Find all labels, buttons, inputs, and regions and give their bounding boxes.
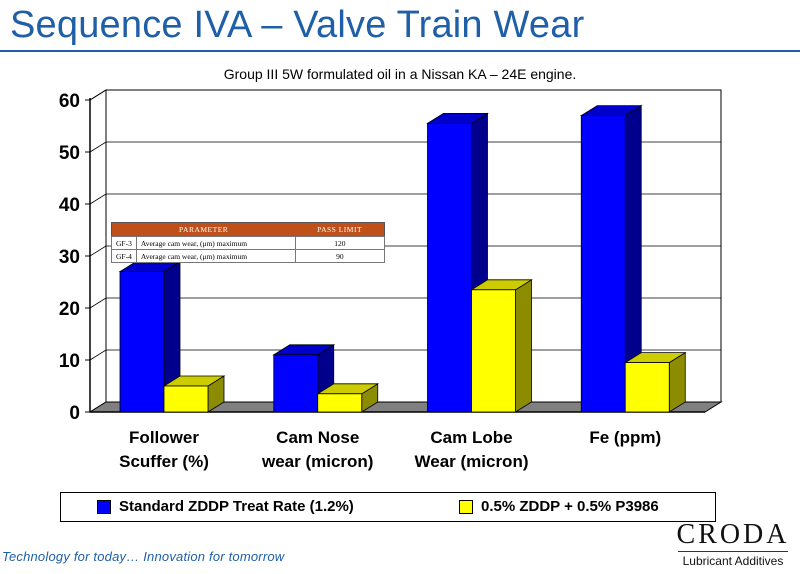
table-cell-limit: 90 — [294, 249, 385, 263]
bar-front-face — [580, 115, 626, 413]
logo-divider — [678, 551, 788, 552]
chart-legend: Standard ZDDP Treat Rate (1.2%) 0.5% ZDD… — [60, 492, 716, 522]
logo-wordmark: CRODA — [676, 519, 790, 550]
x-tick-label: Cam Nose — [276, 428, 359, 447]
gridline — [89, 193, 721, 205]
y-tick-label: 50 — [59, 143, 80, 164]
y-tick-label: 60 — [59, 91, 80, 112]
bar-front-face — [273, 354, 319, 413]
bar-front-face — [163, 385, 209, 413]
bar-standard-zddp — [579, 104, 643, 413]
table-header-pass-limit: PASS LIMIT — [295, 222, 385, 237]
pass-limit-table: PARAMETER PASS LIMIT GF-3 Average cam we… — [111, 222, 385, 263]
legend-swatch-yellow — [459, 499, 473, 514]
croda-logo: CRODA Lubricant Additives — [672, 520, 794, 568]
chart-subtitle: Group III 5W formulated oil in a Nissan … — [223, 66, 577, 82]
bar-reduced-zddp — [316, 383, 380, 413]
legend-label: Standard ZDDP Treat Rate (1.2%) — [119, 498, 354, 515]
bar-front-face — [427, 123, 472, 413]
x-tick-label: Scuffer (%) — [119, 452, 209, 471]
bar-reduced-zddp — [623, 351, 687, 413]
legend-label: 0.5% ZDDP + 0.5% P3986 — [481, 498, 659, 515]
bar-standard-zddp — [272, 344, 336, 413]
gridline — [89, 245, 721, 257]
y-tick-label: 30 — [59, 247, 80, 268]
logo-subtitle: Lubricant Additives — [682, 554, 784, 568]
x-tick-label: Cam Lobe — [430, 428, 512, 447]
x-tick-label: Follower — [129, 428, 199, 447]
legend-item-standard-zddp: Standard ZDDP Treat Rate (1.2%) — [97, 498, 354, 515]
title-divider — [0, 50, 800, 52]
y-tick-label: 10 — [59, 351, 80, 372]
table-cell-parameter: Average cam wear, (μm) maximum — [135, 249, 296, 263]
legend-swatch-blue — [97, 499, 111, 514]
y-tick-label: 0 — [69, 403, 80, 424]
slide-title: Sequence IVA – Valve Train Wear — [10, 4, 585, 46]
bar-front-face — [119, 271, 165, 413]
table-cell-grade: GF-4 — [111, 249, 137, 263]
bar-reduced-zddp — [470, 279, 533, 413]
x-tick-label: Fe (ppm) — [589, 428, 661, 447]
bar-standard-zddp — [118, 260, 182, 413]
bar-front-face — [317, 393, 363, 413]
legend-item-reduced-zddp: 0.5% ZDDP + 0.5% P3986 — [459, 498, 659, 515]
gridline — [89, 89, 721, 101]
footer-tagline: Technology for today… Innovation for tom… — [2, 549, 285, 564]
bar-chart: 0 10 20 30 40 50 60 Follower Scuffer (%) Cam Nose… — [59, 89, 723, 471]
table-row: GF-3 Average cam wear, (μm) maximum 120 — [111, 236, 385, 250]
table-cell-limit: 120 — [294, 236, 385, 250]
bar-reduced-zddp — [162, 375, 226, 413]
table-cell-grade: GF-3 — [111, 236, 137, 250]
table-header-parameter: PARAMETER — [111, 222, 296, 237]
table-cell-parameter: Average cam wear, (μm) maximum — [135, 236, 296, 250]
bar-side-face — [515, 279, 532, 413]
x-tick-label: Wear (micron) — [415, 452, 529, 471]
gridline — [89, 141, 721, 153]
y-tick-label: 20 — [59, 299, 80, 320]
table-row: GF-4 Average cam wear, (μm) maximum 90 — [111, 249, 385, 263]
y-tick-label: 40 — [59, 195, 80, 216]
x-tick-label: wear (micron) — [261, 452, 373, 471]
bar-front-face — [624, 362, 670, 413]
bar-front-face — [471, 289, 516, 413]
